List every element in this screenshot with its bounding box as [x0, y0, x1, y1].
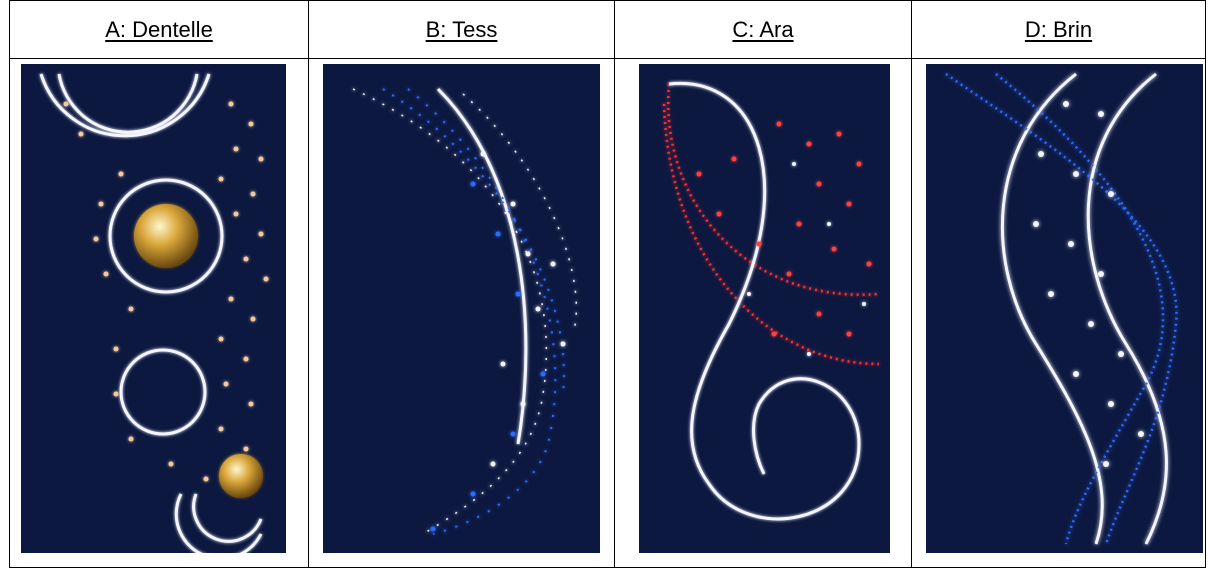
- image-row: [9, 58, 1206, 568]
- header-row: A: Dentelle B: Tess C: Ara D: Brin: [9, 0, 1206, 59]
- brin-illustration: [945, 72, 1178, 545]
- dentelle-illustration: [39, 73, 269, 553]
- ara-image: [639, 64, 890, 553]
- design-a-label: A: Dentelle: [105, 16, 213, 42]
- header-cell-c: C: Ara: [614, 0, 912, 59]
- ara-illustration: [662, 81, 880, 521]
- design-d-label: D: Brin: [1024, 16, 1093, 42]
- image-cell-d: [911, 58, 1206, 568]
- tess-illustration: [352, 87, 577, 535]
- design-c-label: C: Ara: [732, 16, 794, 42]
- image-cell-b: [308, 58, 615, 568]
- header-cell-d: D: Brin: [911, 0, 1206, 59]
- header-cell-b: B: Tess: [308, 0, 615, 59]
- dentelle-image: [21, 64, 286, 553]
- image-cell-c: [614, 58, 912, 568]
- header-cell-a: A: Dentelle: [9, 0, 309, 59]
- image-cell-a: [9, 58, 309, 568]
- brin-image: [926, 64, 1203, 553]
- tess-image: [323, 64, 600, 553]
- design-comparison-table: A: Dentelle B: Tess C: Ara D: Brin: [9, 0, 1206, 568]
- design-b-label: B: Tess: [425, 16, 498, 42]
